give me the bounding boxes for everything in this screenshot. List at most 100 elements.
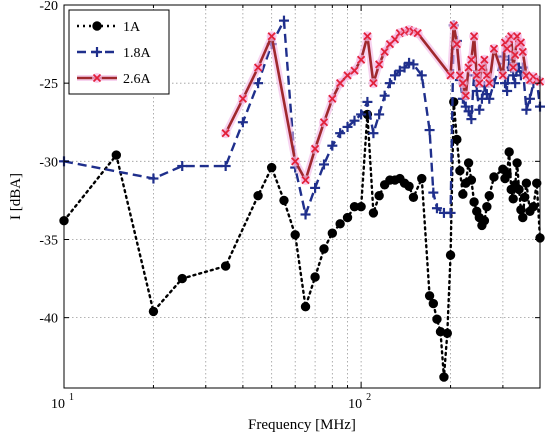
data-point bbox=[488, 43, 499, 54]
data-point bbox=[342, 121, 353, 132]
plot-frame bbox=[63, 4, 541, 389]
legend-label: 1.8A bbox=[123, 46, 152, 61]
data-point bbox=[428, 187, 439, 198]
data-point bbox=[335, 219, 345, 229]
y-tick-label: -35 bbox=[39, 233, 58, 248]
data-point bbox=[482, 201, 492, 212]
data-point bbox=[111, 150, 122, 160]
data-point bbox=[148, 173, 159, 184]
data-point bbox=[451, 39, 462, 50]
data-point bbox=[452, 134, 462, 145]
data-point bbox=[177, 273, 187, 284]
data-point bbox=[279, 195, 289, 206]
data-point bbox=[463, 106, 474, 117]
data-point bbox=[92, 47, 102, 57]
data-point bbox=[424, 125, 435, 136]
series-layer bbox=[59, 15, 545, 382]
data-point bbox=[266, 31, 277, 42]
x-tick-label: 10 bbox=[51, 397, 65, 412]
legend-entry: 1.8A bbox=[77, 46, 152, 61]
data-point bbox=[445, 70, 456, 81]
y-tick-label: -40 bbox=[39, 312, 58, 327]
legend-entry: 1A bbox=[77, 20, 141, 35]
data-point bbox=[374, 191, 384, 201]
data-point bbox=[508, 62, 519, 73]
data-point bbox=[290, 230, 300, 240]
data-point bbox=[497, 70, 508, 81]
data-point bbox=[463, 158, 474, 168]
data-point bbox=[518, 212, 528, 223]
data-point bbox=[349, 115, 360, 126]
data-point bbox=[432, 314, 442, 324]
series-2.6A bbox=[220, 20, 545, 186]
data-point bbox=[521, 104, 532, 115]
data-point bbox=[368, 208, 379, 218]
data-point bbox=[379, 90, 390, 101]
data-point bbox=[417, 173, 427, 184]
data-point bbox=[399, 62, 410, 73]
data-point bbox=[412, 28, 423, 39]
data-point bbox=[327, 228, 338, 238]
data-point bbox=[479, 216, 490, 226]
y-tick-label: -25 bbox=[39, 77, 58, 92]
data-point bbox=[266, 162, 277, 173]
data-point bbox=[362, 31, 373, 42]
data-point bbox=[521, 178, 532, 188]
legend-label: 1A bbox=[123, 20, 141, 35]
data-point bbox=[466, 54, 477, 65]
data-point bbox=[220, 261, 231, 271]
data-point bbox=[479, 54, 490, 65]
data-point bbox=[92, 73, 102, 83]
data-point bbox=[335, 128, 346, 139]
y-axis-label: I [dBA] bbox=[8, 173, 24, 220]
data-point bbox=[318, 117, 329, 128]
legend-entry: 2.6A bbox=[77, 72, 152, 87]
data-point bbox=[379, 46, 390, 57]
data-point bbox=[416, 70, 427, 81]
x-tick-label: 10 bbox=[348, 397, 362, 412]
data-point bbox=[455, 166, 465, 176]
data-point bbox=[449, 97, 459, 107]
data-point bbox=[335, 78, 346, 89]
x-tick-label-exponent: 1 bbox=[69, 392, 74, 403]
legend: 1A 1.8A 2.6A bbox=[68, 9, 170, 95]
data-point bbox=[460, 90, 471, 101]
data-point bbox=[220, 161, 231, 172]
data-point bbox=[458, 189, 468, 199]
data-point bbox=[508, 194, 518, 204]
x-tick-label-exponent: 2 bbox=[366, 392, 371, 403]
data-point bbox=[368, 128, 379, 139]
data-point bbox=[318, 159, 329, 170]
data-point bbox=[349, 65, 360, 76]
data-point bbox=[237, 93, 248, 104]
data-point bbox=[374, 59, 385, 70]
y-tick-label: -20 bbox=[39, 0, 58, 14]
data-point bbox=[484, 78, 495, 89]
data-point bbox=[356, 54, 367, 65]
data-point bbox=[502, 85, 513, 96]
data-point bbox=[445, 250, 456, 260]
y-tick-label: -30 bbox=[39, 155, 58, 170]
data-point bbox=[368, 78, 379, 89]
data-point bbox=[466, 175, 477, 185]
data-point bbox=[524, 93, 535, 104]
data-point bbox=[519, 192, 530, 202]
data-point bbox=[457, 78, 468, 89]
data-point bbox=[300, 175, 311, 186]
data-point bbox=[454, 70, 465, 81]
data-point bbox=[474, 78, 485, 89]
data-point bbox=[476, 62, 487, 73]
data-point bbox=[484, 191, 494, 201]
data-point bbox=[92, 21, 102, 31]
data-point bbox=[342, 212, 353, 223]
data-point bbox=[474, 104, 485, 115]
data-point bbox=[319, 244, 329, 254]
data-point bbox=[428, 298, 439, 309]
data-point bbox=[510, 50, 521, 61]
data-point bbox=[448, 20, 459, 31]
data-point bbox=[445, 207, 456, 218]
data-point bbox=[310, 143, 321, 154]
data-point bbox=[237, 117, 248, 128]
data-point bbox=[253, 191, 263, 201]
